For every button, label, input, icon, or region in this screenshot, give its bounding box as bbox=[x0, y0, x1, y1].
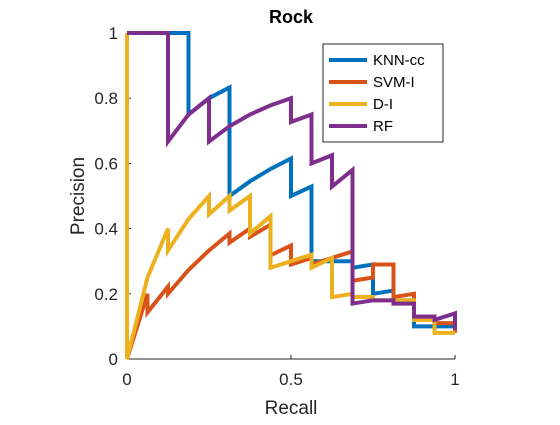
chart-title: Rock bbox=[269, 7, 314, 27]
y-tick-label: 0 bbox=[109, 350, 118, 369]
legend-entry-label: SVM-I bbox=[373, 74, 415, 91]
y-tick-label: 0.2 bbox=[94, 285, 118, 304]
legend-entry-label: KNN-cc bbox=[373, 52, 425, 69]
x-tick-label: 0.5 bbox=[279, 370, 303, 389]
legend-entry-label: D-I bbox=[373, 96, 393, 113]
series-line-rf bbox=[127, 31, 457, 330]
y-tick-label: 0.6 bbox=[94, 154, 118, 173]
legend-entry-label: RF bbox=[373, 118, 393, 135]
series-line-svm-i bbox=[125, 221, 457, 360]
y-tick-label: 0.8 bbox=[94, 89, 118, 108]
x-axis-label: Recall bbox=[265, 398, 318, 419]
legend: KNN-cc SVM-I D-I RF bbox=[322, 43, 444, 143]
y-tick-label: 1 bbox=[109, 24, 118, 43]
x-tick-label: 0 bbox=[122, 370, 131, 389]
x-tick-label: 1 bbox=[450, 370, 459, 389]
series-lines bbox=[125, 31, 457, 360]
y-axis-label: Precision bbox=[68, 157, 89, 235]
axes: 0 0.5 1 0 0.2 0.4 0.6 0.8 1 bbox=[94, 24, 459, 389]
y-tick-label: 0.4 bbox=[94, 220, 118, 239]
